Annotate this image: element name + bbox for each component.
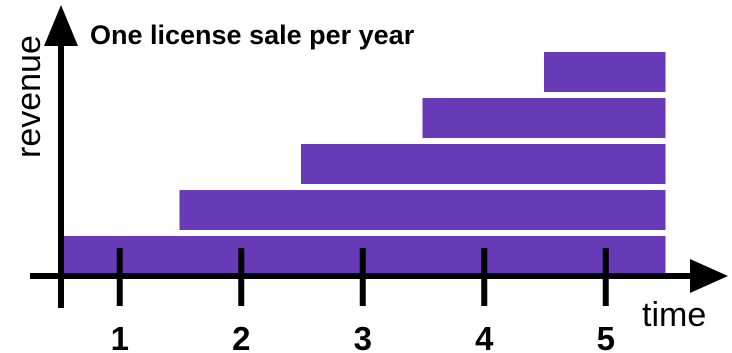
bar-license-3	[301, 144, 666, 184]
bars-group	[61, 52, 666, 276]
bar-license-5	[544, 52, 666, 92]
x-tick-label-4: 4	[475, 320, 494, 353]
x-axis-arrow-icon	[690, 259, 728, 293]
bar-license-4	[422, 98, 666, 138]
x-tick-label-2: 2	[232, 320, 250, 353]
x-tick-label-3: 3	[354, 320, 372, 353]
bar-license-2	[179, 190, 666, 230]
x-axis-label: time	[642, 296, 706, 334]
chart-title: One license sale per year	[90, 20, 415, 50]
x-tick-label-5: 5	[597, 320, 615, 353]
y-axis-label: revenue	[10, 35, 48, 158]
x-tick-label-1: 1	[111, 320, 129, 353]
y-axis-arrow-icon	[44, 5, 78, 46]
ticks-group: 1 2 3 4 5	[111, 248, 615, 353]
